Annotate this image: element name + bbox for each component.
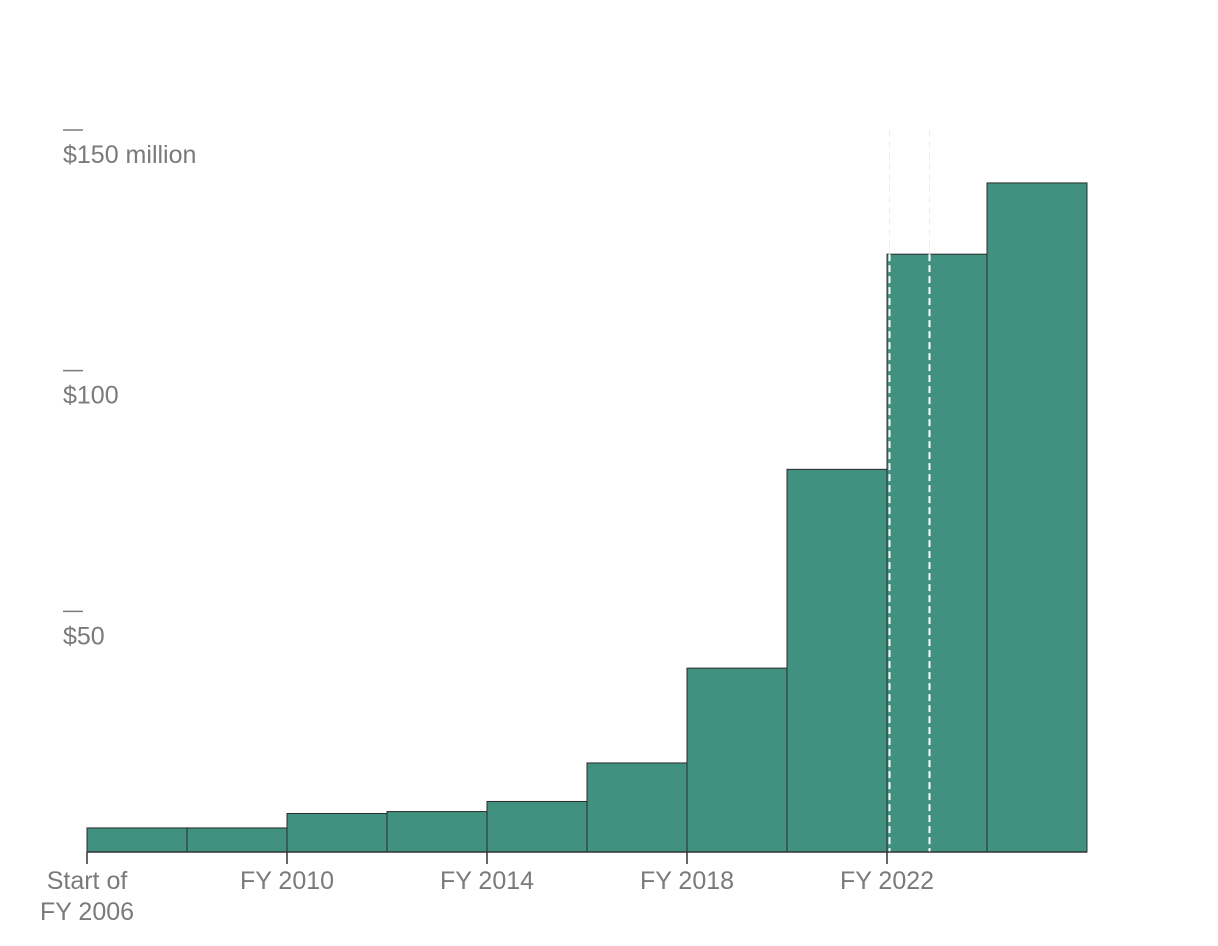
x-tick-label-line: FY 2022 — [840, 867, 934, 895]
y-tick-label: $50 — [63, 622, 105, 650]
bar — [786, 468, 888, 853]
x-tick-label-line: FY 2018 — [640, 867, 734, 895]
x-tick-label-line: FY 2006 — [40, 898, 134, 926]
bar — [386, 811, 488, 853]
bar — [186, 827, 288, 853]
bar — [286, 812, 388, 853]
bar — [886, 253, 988, 853]
x-tick-label: FY 2022 — [840, 867, 934, 895]
y-axis: $50 $100 $150 million — [63, 129, 196, 650]
x-axis: Start of FY 2006 FY 2010 FY 2014 FY 2018 FY 2… — [40, 851, 1087, 926]
bar — [986, 182, 1088, 853]
x-tick-label: FY 2018 — [640, 867, 734, 895]
x-tick-label: FY 2010 — [240, 867, 334, 895]
bars — [86, 182, 1088, 853]
x-tick-label-line: FY 2010 — [240, 867, 334, 895]
bar — [86, 827, 188, 853]
bar — [486, 800, 588, 853]
y-tick-label: $150 million — [63, 141, 196, 169]
y-tick-label: $100 — [63, 382, 119, 410]
x-tick-label-line: Start of — [47, 867, 128, 895]
x-tick-label: Start of FY 2006 — [40, 867, 134, 926]
bar — [686, 667, 788, 853]
bar — [586, 762, 688, 853]
x-tick-label: FY 2014 — [440, 867, 534, 895]
markers — [888, 130, 931, 852]
x-tick-label-line: FY 2014 — [440, 867, 534, 895]
